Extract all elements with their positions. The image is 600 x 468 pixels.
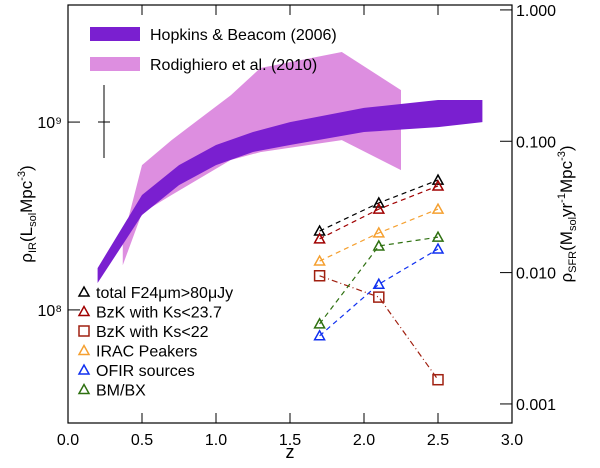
plot-area (97, 52, 483, 284)
legend-label: Hopkins & Beacom (2006) (150, 27, 337, 44)
data-point (372, 239, 386, 251)
axis-label-part: ρ (557, 273, 576, 283)
data-point (372, 277, 386, 289)
data-point (372, 226, 386, 238)
legend-marker (77, 343, 91, 356)
axis-label-part: Mpc (557, 160, 576, 193)
legend-label: OFIR sources (96, 363, 195, 380)
data-point (372, 196, 386, 208)
axis-label-part: IR (27, 242, 39, 253)
x-tick-label: 2.5 (427, 432, 449, 449)
y2-axis-label: ρSFR(Msolyr-1Mpc-3) (556, 145, 579, 282)
series-line (319, 208, 439, 262)
y-axis-label: ρIR(LsolMpc-3) (16, 165, 39, 262)
data-point (313, 270, 326, 282)
legend-marker (77, 304, 91, 317)
x-tick-label: 2.0 (353, 432, 375, 449)
axis-label-part: -1 (556, 193, 568, 203)
band (122, 52, 401, 266)
legend-marker (77, 382, 91, 395)
y2-tick-label: 0.001 (516, 397, 556, 414)
x-tick-label: 0.0 (57, 432, 79, 449)
data-point (313, 232, 326, 244)
y2-tick-label: 0.100 (516, 134, 556, 151)
axis-label-part: ) (557, 145, 576, 151)
legend-marker (78, 325, 90, 337)
axis-label-part: Mpc (17, 180, 36, 213)
data-point (431, 173, 445, 185)
axis-label-part: yr (557, 202, 576, 217)
data-point (372, 202, 386, 214)
legend-label: IRAC Peakers (96, 344, 197, 361)
x-tick-label: 1.5 (279, 432, 301, 449)
series-line (319, 275, 439, 381)
legend-swatch (90, 57, 140, 71)
series-line (319, 185, 439, 240)
axis-label-part: (L (17, 227, 36, 242)
y-tick-label: 10⁹ (37, 115, 62, 132)
axis-label-part: SFR (567, 251, 579, 273)
data-point (432, 373, 444, 386)
y2-tick-label: 0.010 (516, 266, 556, 283)
axis-label-part: sol (27, 213, 39, 227)
axis-label-part: ) (17, 165, 36, 171)
y2-tick-label: 1.000 (516, 3, 556, 20)
legend-label: total F24μm>80μJy (96, 285, 233, 302)
data-point (313, 317, 326, 329)
x-tick-label: 0.5 (131, 432, 153, 449)
legend-swatch (90, 27, 140, 41)
data-point (373, 291, 385, 303)
legend-label: BzK with Ks<23.7 (96, 305, 222, 322)
axis-label-part: (M (557, 231, 576, 251)
data-point (313, 254, 326, 266)
data-point (431, 179, 445, 191)
data-point (313, 329, 326, 341)
x-tick-label: 3.0 (501, 432, 523, 449)
axis-label-part: -3 (16, 171, 28, 181)
legend-label: BzK with Ks<22 (96, 324, 209, 341)
data-point (431, 202, 445, 214)
frame (67, 4, 513, 424)
axis-label-part: -3 (556, 151, 568, 161)
axis-label-part: ρ (17, 253, 36, 263)
legend-marker (77, 363, 91, 375)
legend-marker (77, 285, 91, 297)
data-point (431, 230, 445, 242)
axis-label-part: sol (567, 217, 579, 231)
data-point (431, 242, 445, 254)
band (97, 100, 483, 284)
y-tick-label: 10⁸ (37, 303, 62, 320)
legend-label: Rodighiero et al. (2010) (150, 57, 317, 74)
x-axis-label: z (286, 442, 295, 462)
legend-label: BM/BX (96, 383, 146, 400)
x-tick-label: 1.0 (205, 432, 227, 449)
series-line (319, 236, 439, 325)
